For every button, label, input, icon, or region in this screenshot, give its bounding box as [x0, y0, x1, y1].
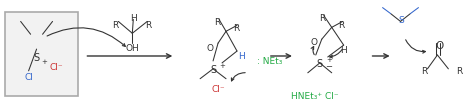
- Text: O: O: [310, 37, 317, 46]
- Text: : NEt₃: : NEt₃: [257, 57, 283, 66]
- Text: R: R: [112, 21, 118, 30]
- Text: Cl⁻: Cl⁻: [50, 63, 64, 72]
- Text: R: R: [421, 67, 428, 76]
- FancyArrowPatch shape: [47, 29, 125, 47]
- Text: S: S: [317, 58, 323, 68]
- Text: S: S: [210, 64, 216, 74]
- Text: +: +: [42, 58, 47, 64]
- Text: R: R: [214, 18, 220, 27]
- Text: R: R: [145, 21, 151, 30]
- Text: Cl⁻: Cl⁻: [211, 84, 225, 93]
- Text: S: S: [399, 16, 404, 25]
- Text: +: +: [219, 62, 225, 68]
- FancyArrowPatch shape: [231, 73, 245, 81]
- Text: −: −: [325, 62, 332, 71]
- FancyArrowPatch shape: [330, 50, 342, 58]
- Text: H: H: [130, 14, 137, 23]
- Text: HNEt₃⁺ Cl⁻: HNEt₃⁺ Cl⁻: [291, 91, 338, 100]
- Text: Cl: Cl: [24, 73, 33, 82]
- Text: +: +: [326, 56, 332, 62]
- FancyArrowPatch shape: [406, 40, 426, 54]
- Text: R: R: [456, 67, 463, 76]
- FancyArrowPatch shape: [311, 47, 314, 55]
- Text: OH: OH: [126, 43, 139, 52]
- Text: O: O: [207, 43, 214, 52]
- Text: H: H: [238, 51, 246, 60]
- Text: S: S: [34, 53, 40, 62]
- Text: R: R: [233, 24, 239, 33]
- Bar: [5, 12, 79, 96]
- Text: O: O: [435, 41, 444, 51]
- Text: R: R: [319, 14, 325, 23]
- Text: H: H: [340, 45, 347, 54]
- Text: R: R: [338, 21, 345, 30]
